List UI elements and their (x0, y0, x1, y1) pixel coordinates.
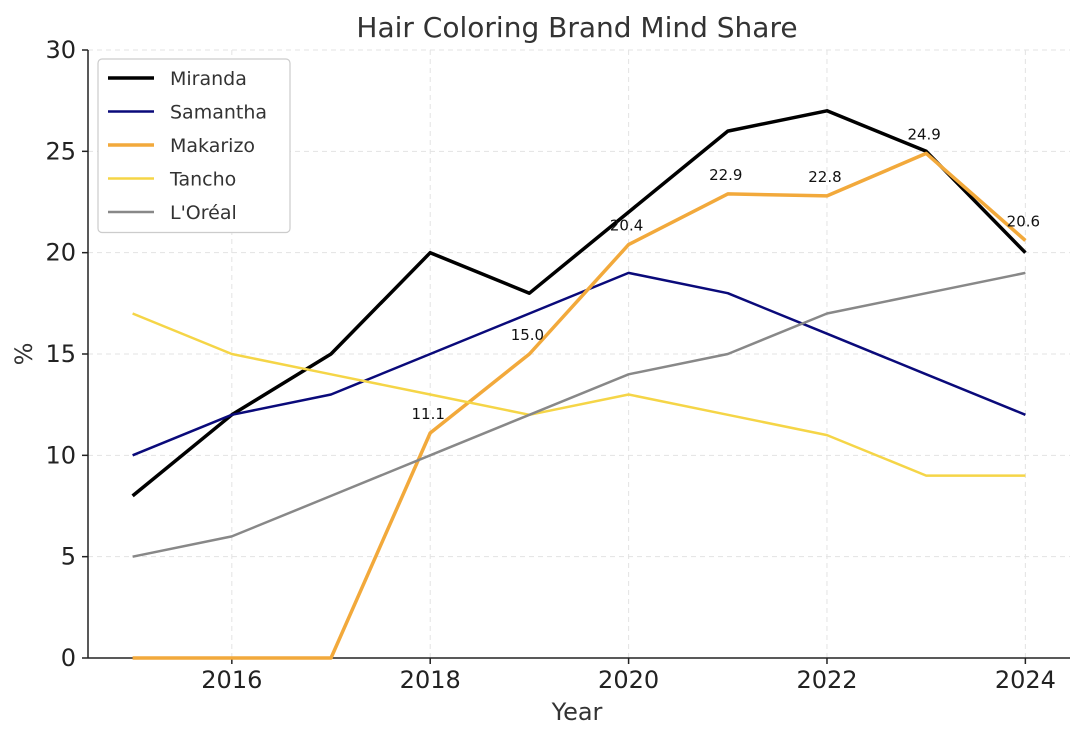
x-tick-label: 2024 (995, 666, 1056, 694)
series-line-l-or-al (132, 271, 1026, 558)
y-tick-label: 25 (45, 137, 76, 165)
y-tick-label: 20 (45, 239, 76, 267)
legend-frame (97, 58, 291, 234)
legend-label-l-or-al: L'Oréal (170, 202, 237, 224)
legend-label-makarizo: Makarizo (170, 135, 255, 157)
legend: Miranda Samantha Makarizo Tancho L'Oréal (97, 58, 291, 234)
chart-title: Hair Coloring Brand Mind Share (356, 11, 797, 44)
x-tick-label: 2016 (201, 666, 262, 694)
y-tick-label: 5 (61, 543, 76, 571)
y-axis-label: % (10, 343, 38, 366)
data-label: 11.1 (412, 405, 445, 423)
data-label: 20.4 (610, 217, 643, 235)
legend-label-miranda: Miranda (170, 68, 247, 90)
axes: 0 5 10 15 20 25 30 2016 2018 2020 2022 2024 (45, 36, 1070, 694)
y-tick-label: 10 (45, 441, 76, 469)
x-tick-label: 2018 (400, 666, 461, 694)
data-label: 24.9 (907, 125, 940, 143)
legend-label-tancho: Tancho (169, 169, 236, 191)
series-lines (131, 109, 1027, 660)
y-tick-label: 30 (45, 36, 76, 64)
x-axis-label: Year (551, 698, 603, 726)
series-line-makarizo (132, 151, 1027, 660)
series-line-miranda (131, 109, 1027, 498)
y-tick-label: 15 (45, 340, 76, 368)
data-label: 22.8 (808, 168, 841, 186)
y-tick-label: 0 (61, 644, 76, 672)
data-labels: 11.1 15.0 20.4 22.9 22.8 24.9 20.6 (412, 125, 1041, 423)
series-line-tancho (132, 312, 1026, 477)
x-tick-label: 2020 (598, 666, 659, 694)
legend-label-samantha: Samantha (170, 102, 267, 124)
series-line-samantha (132, 271, 1026, 457)
data-label: 22.9 (709, 166, 742, 184)
data-label: 15.0 (511, 326, 544, 344)
x-tick-label: 2022 (796, 666, 857, 694)
data-label: 20.6 (1007, 213, 1040, 231)
